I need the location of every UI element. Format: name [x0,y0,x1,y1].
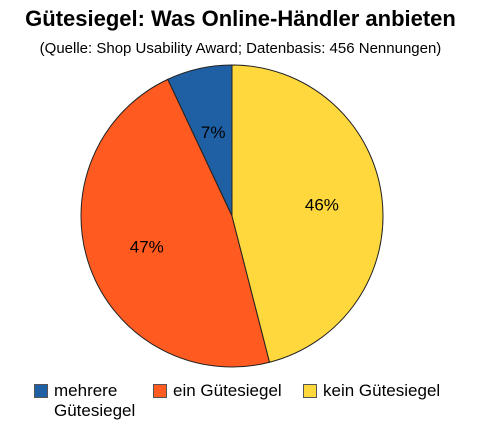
slice-label-2: 47% [130,238,164,257]
chart-title: Gütesiegel: Was Online-Händler anbieten [25,6,456,31]
legend-label-ein-guetesiegel: ein Gütesiegel [173,381,282,400]
slice-label-3: 46% [305,196,339,215]
slice-label-1: 7% [201,123,226,142]
chart-subtitle: (Quelle: Shop Usability Award; Datenbasi… [39,40,442,57]
legend-label-mehrere-guetesiegel: mehrere Gütesiegel [54,381,135,421]
legend-label-line2: Gütesiegel [54,401,136,420]
legend-label-line1: mehrere [54,381,118,400]
legend-swatch-ein-guetesiegel [153,384,167,398]
legend-label-kein-guetesiegel: kein Gütesiegel [323,381,441,400]
pie-slice-2 [80,78,271,368]
legend-swatch-mehrere-guetesiegel [34,384,48,398]
pie-slice-3 [231,64,384,363]
legend-swatch-kein-guetesiegel [303,384,317,398]
